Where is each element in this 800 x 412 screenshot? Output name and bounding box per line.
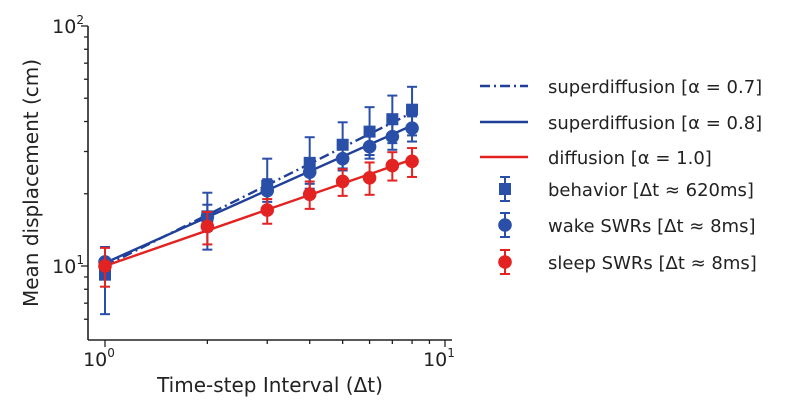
data-point-square bbox=[363, 125, 376, 138]
fit-line bbox=[104, 111, 413, 268]
data-point-circle bbox=[260, 183, 275, 198]
data-point-square bbox=[499, 183, 511, 195]
data-point-circle bbox=[385, 129, 400, 144]
data-point-circle bbox=[362, 171, 377, 185]
x-tick-label: 101 bbox=[423, 346, 455, 371]
y-tick-exponent: 1 bbox=[76, 253, 84, 267]
x-tick-exponent: 1 bbox=[447, 346, 455, 360]
x-axis-label: Time-step Interval (Δt) bbox=[156, 373, 383, 397]
y-tick-label: 101 bbox=[52, 253, 84, 278]
x-tick-label: 100 bbox=[83, 346, 115, 371]
data-point-circle bbox=[335, 151, 350, 166]
legend-label: superdiffusion [α = 0.7] bbox=[548, 77, 762, 98]
series-square-2a4fa8 bbox=[99, 85, 419, 316]
series-circle-e32222 bbox=[98, 147, 419, 288]
data-point-circle bbox=[498, 218, 512, 232]
legend-label: sleep SWRs [Δt ≈ 8ms] bbox=[548, 253, 757, 274]
y-tick-exponent: 2 bbox=[76, 13, 84, 27]
data-point-square bbox=[406, 103, 419, 116]
data-point-circle bbox=[200, 219, 215, 234]
data-point-circle bbox=[302, 187, 317, 202]
data-point-circle bbox=[335, 174, 350, 189]
data-point-circle bbox=[385, 158, 400, 173]
legend-label: diffusion [α = 1.0] bbox=[548, 148, 712, 169]
x-tick-exponent: 0 bbox=[107, 346, 115, 360]
data-point-circle bbox=[405, 121, 419, 136]
legend-label: behavior [Δt ≈ 620ms] bbox=[548, 180, 754, 201]
y-tick-label: 102 bbox=[52, 13, 84, 38]
data-point-circle bbox=[302, 165, 317, 179]
data-point-circle bbox=[362, 139, 377, 154]
data-point-square bbox=[386, 113, 399, 126]
data-point-circle bbox=[260, 203, 275, 217]
legend: superdiffusion [α = 0.7] superdiffusion [… bbox=[480, 77, 762, 275]
fit-line bbox=[104, 124, 413, 265]
legend-label: superdiffusion [α = 0.8] bbox=[548, 113, 762, 134]
data-point-circle bbox=[405, 154, 419, 169]
data-point-circle bbox=[498, 255, 512, 269]
legend-label: wake SWRs [Δt ≈ 8ms] bbox=[548, 216, 755, 237]
y-axis-label: Mean displacement (cm) bbox=[19, 59, 43, 307]
fit-line bbox=[104, 158, 413, 268]
data-point-circle bbox=[98, 259, 112, 273]
